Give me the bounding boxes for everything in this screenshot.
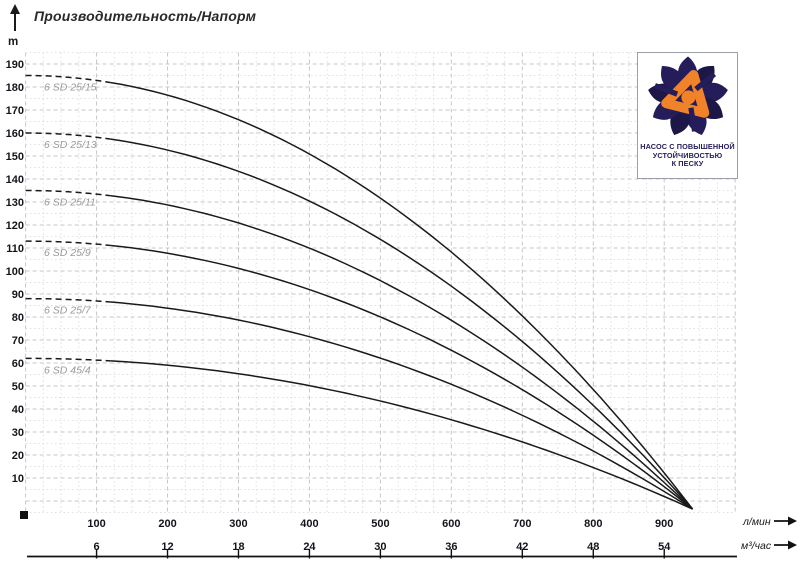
logo-caption-line: УСТОЙЧИВОСТЬЮ [652, 150, 723, 160]
y-axis-tick-label: 90 [12, 289, 24, 301]
pump-curve-label: 6 SD 45/4 [44, 364, 91, 376]
x-axis-tick-label-lmin: 600 [442, 518, 460, 530]
right-arrow-icon [774, 516, 797, 526]
pump-curve-dashed-6-SD-25-13 [25, 132, 111, 140]
y-axis-tick-label: 120 [6, 220, 24, 232]
y-axis-tick-label: 160 [6, 128, 24, 140]
sand-resistant-pump-logo: НАСОС С ПОВЫШЕННОЙ УСТОЙЧИВОСТЬЮ К ПЕСКУ [637, 52, 738, 179]
y-axis-tick-label: 50 [12, 381, 24, 393]
y-axis-tick-label: 150 [6, 151, 24, 163]
y-axis-tick-label: 10 [12, 473, 24, 485]
x-axis-ticks [95, 549, 665, 559]
impeller-swirl-cut [687, 107, 697, 132]
flow-unit-m3h-label: м³/час [741, 540, 772, 552]
y-axis-tick-label: 140 [6, 174, 24, 186]
x-axis-tick-label-lmin: 800 [584, 518, 602, 530]
x-axis-tick-label-m3h: 48 [587, 541, 599, 553]
x-axis-tick-label-m3h: 42 [516, 541, 528, 553]
y-axis-tick-label: 170 [6, 105, 24, 117]
grid-layer [25, 52, 736, 513]
chart-title: Производительность/Напорм [34, 8, 257, 24]
x-axis-tick-label-m3h: 54 [658, 541, 671, 553]
y-axis-tick-label: 60 [12, 358, 24, 370]
pump-curve-6-SD-45-4 [110, 360, 693, 510]
y-axis-tick-label: 130 [6, 197, 24, 209]
x-axis-tick-label-lmin: 300 [229, 518, 247, 530]
pump-curve-6-SD-25-9 [110, 244, 694, 510]
pump-curve-dashed-6-SD-45-4 [25, 357, 111, 362]
pump-curve-6-SD-25-15 [110, 81, 694, 510]
pump-curve-label: 6 SD 25/13 [44, 139, 97, 151]
labels-layer: 190 180 170 160 150 140 130 120 110 100 90 80 70 60 50… [6, 59, 674, 553]
pump-curve-6-SD-25-13 [110, 138, 694, 510]
chart-header: Производительность/Напорм [8, 4, 256, 32]
pump-curve-6-SD-25-11 [110, 194, 694, 510]
origin-marker [20, 511, 28, 519]
pump-curve-label: 6 SD 25/9 [44, 247, 91, 259]
x-axis-tick-label-m3h: 18 [232, 541, 244, 553]
impeller-swirl-ring [660, 69, 709, 118]
impeller-swirl-cut [693, 72, 716, 92]
pump-curve-label: 6 SD 25/11 [44, 197, 96, 209]
y-axis-tick-label: 180 [6, 82, 24, 94]
y-axis-tick-label: 190 [6, 59, 24, 71]
pump-curve-dashed-6-SD-25-9 [25, 240, 111, 247]
x-axis-tick-label-m3h: 30 [374, 541, 386, 553]
logo-caption: НАСОС С ПОВЫШЕННОЙ УСТОЙЧИВОСТЬЮ К ПЕСКУ [640, 142, 735, 169]
x-axis-tick-label-m3h: 36 [445, 541, 457, 553]
pump-curve-dashed-6-SD-25-11 [25, 189, 111, 197]
y-axis-tick-label: 100 [6, 266, 24, 278]
x-axis-tick-label-lmin: 700 [513, 518, 531, 530]
x-axis-tick-label-lmin: 200 [158, 518, 176, 530]
x-axis-tick-label-m3h: 12 [161, 541, 173, 553]
curves-layer: 6 SD 25/15 6 SD 25/13 6 SD 25/11 6 SD 25/9 6… [25, 74, 694, 510]
x-axis-tick-label-m3h: 6 [93, 541, 99, 553]
flow-unit-lmin-label: л/мин [742, 516, 771, 528]
x-axis-tick-label-lmin: 500 [371, 518, 389, 530]
y-axis-tick-label: 40 [12, 404, 24, 416]
logo-caption-line: НАСОС С ПОВЫШЕННОЙ [640, 142, 735, 151]
logo-caption-line: К ПЕСКУ [671, 159, 704, 169]
pump-curve-dashed-6-SD-25-15 [25, 74, 111, 84]
up-arrow-icon [10, 4, 20, 31]
y-axis-tick-label: 30 [12, 427, 24, 439]
x-axis-tick-label-lmin: 400 [300, 518, 318, 530]
impeller-logo-icon [647, 56, 728, 136]
x-axis-tick-label-lmin: 100 [87, 518, 105, 530]
right-arrow-icon [774, 540, 797, 550]
pump-curve-label: 6 SD 25/15 [44, 82, 97, 94]
x-axis-tick-label-m3h: 24 [303, 541, 316, 553]
pump-curve-6-SD-25-7 [110, 301, 694, 510]
pump-curve-label: 6 SD 25/7 [44, 305, 92, 317]
y-axis-tick-label: 80 [12, 312, 24, 324]
y-unit-label: m [8, 36, 19, 48]
x-axis-tick-label-lmin: 900 [655, 518, 673, 530]
impeller-swirl-cut [653, 83, 678, 97]
pump-curve-dashed-6-SD-25-7 [25, 297, 111, 303]
y-axis-tick-label: 110 [6, 243, 24, 255]
y-axis-tick-label: 70 [12, 335, 24, 347]
y-axis-tick-label: 20 [12, 450, 24, 462]
